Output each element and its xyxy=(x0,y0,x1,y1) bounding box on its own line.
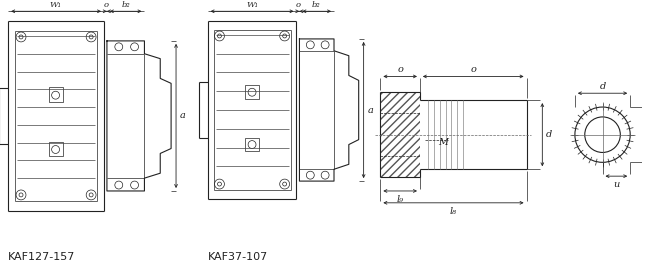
Text: o: o xyxy=(103,1,109,9)
Text: M: M xyxy=(437,138,448,147)
Text: W₁: W₁ xyxy=(49,1,62,9)
Text: l₉: l₉ xyxy=(396,195,404,204)
Text: a: a xyxy=(367,106,374,114)
Text: KAF127-157: KAF127-157 xyxy=(8,252,75,262)
Text: a: a xyxy=(180,111,186,120)
Text: o: o xyxy=(397,65,403,74)
Text: b₂: b₂ xyxy=(122,1,130,9)
Bar xyxy=(245,85,259,99)
Bar xyxy=(49,142,64,156)
Bar xyxy=(380,92,420,177)
Text: W₁: W₁ xyxy=(246,1,258,9)
Text: d: d xyxy=(546,130,552,139)
Text: b₂: b₂ xyxy=(312,1,320,9)
Bar xyxy=(49,87,64,102)
Bar xyxy=(245,138,259,151)
Text: d: d xyxy=(599,82,606,91)
Text: u: u xyxy=(613,180,619,189)
Text: l₈: l₈ xyxy=(450,207,457,216)
Text: o: o xyxy=(471,65,476,74)
Text: KAF37-107: KAF37-107 xyxy=(207,252,268,262)
Text: o: o xyxy=(296,1,301,9)
